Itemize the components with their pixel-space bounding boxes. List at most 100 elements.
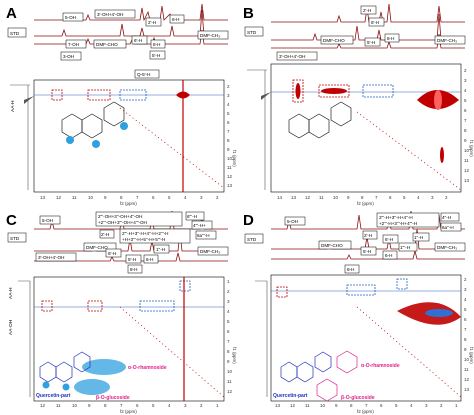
- panel-c-box-3oh4oh: 3'-OH+4'-OH: [38, 255, 64, 260]
- panel-b-ytick-10: 12: [464, 168, 470, 173]
- panel-b-ytick-8: 10: [464, 148, 470, 153]
- panel-a-xtick-11: 2: [216, 195, 219, 200]
- panel-c-aa-h-label: AA-H: [8, 287, 14, 299]
- panel-c-xtick-8: 4: [168, 403, 171, 408]
- panel-d-ytick-3: 5: [464, 307, 467, 312]
- panel-a-boxes: 5-OH 3'-OH+4'-OH 2'-H 6-H 7-OH DMF-CHO 6…: [60, 9, 229, 79]
- panel-a-xtick-2: 11: [72, 195, 77, 200]
- panel-c-xtick-9: 3: [184, 403, 187, 408]
- panel-d-boxes: 5-OH 2'''-H+3''-H+4''-H +2'''-H+3'''-H+4…: [284, 212, 466, 274]
- panel-d-box-1h2: 1''-H: [414, 235, 423, 240]
- panel-d-box-6prime-h: 6'-H: [385, 237, 393, 242]
- panel-d: D 5-OH 2'''-H+3''-H+4''-H +2'''-H+3'''-H…: [237, 207, 474, 414]
- panel-d-rhamnoside-label: α-O-rhamnoside: [361, 363, 400, 369]
- panel-d-box-dmf-cho: DMF-CHO: [321, 243, 343, 248]
- panel-a-ytick-8: 10: [227, 156, 233, 161]
- panel-a-2d-frame: [33, 79, 225, 193]
- panel-d-xtick-8: 5: [395, 403, 398, 408]
- panel-d-ytick-6: 8: [464, 337, 467, 342]
- panel-a-box-6h: 6-H: [172, 17, 179, 22]
- panel-b-xtick-2: 12: [305, 195, 311, 200]
- panel-a-ytick-4: 6: [227, 120, 230, 125]
- panel-a-ytick-7: 9: [227, 147, 230, 152]
- panel-d-ytick-2: 4: [464, 297, 467, 302]
- panel-c-ytick-9: 10: [227, 369, 233, 374]
- panel-c-ylabel: f1 (ppm): [232, 347, 237, 364]
- panel-c-box-oh-a: 2'''-OH+3''-OH+4''-OH: [98, 214, 142, 219]
- panel-a-box-2h: 2'-H: [148, 20, 156, 25]
- panel-c-glucoside-label: β-O-glucoside: [96, 395, 130, 401]
- panel-d-ytick-0: 2: [464, 277, 467, 282]
- panel-a-ytick-9: 11: [227, 165, 232, 170]
- panel-c-ytick-7: 8: [227, 349, 230, 354]
- panel-c-box-dmf-cho: DMF-CHO: [86, 245, 108, 250]
- panel-b-2d-frame: [270, 63, 462, 193]
- panel-c-2d-frame: [33, 276, 225, 402]
- panel-b-xtick-11: 3: [431, 195, 434, 200]
- panel-a-box-dmf-cho: DMF-CHO: [96, 42, 118, 47]
- panel-d-2d-frame: [270, 274, 462, 402]
- panel-a-xtick-7: 6: [152, 195, 155, 200]
- panel-c-ytick-11: 12: [227, 389, 233, 394]
- panel-d-box-4h2: 4''-H: [442, 215, 451, 220]
- panel-c-label: C: [6, 212, 17, 229]
- panel-d-box-h-b: +2'''-H+3'''-H+4'''-H: [379, 221, 417, 226]
- panel-b-ytick-7: 9: [464, 138, 467, 143]
- panel-a-std-label: STD: [10, 31, 20, 36]
- panel-c-box-oh-b: +2'''-OH+3'''-OH+4'''-OH: [98, 220, 147, 225]
- panel-d-xtick-4: 9: [335, 403, 338, 408]
- panel-a: A 5-OH 3'-OH+4'-OH 2'-H 6-H 7-OH DMF-CHO…: [0, 0, 237, 207]
- panel-a-xtick-5: 8: [120, 195, 123, 200]
- panel-b-ytick-11: 13: [464, 178, 470, 183]
- panel-d-xtick-6: 7: [365, 403, 368, 408]
- panel-b-xtick-7: 7: [375, 195, 378, 200]
- panel-c-ytick-1: 2: [227, 289, 230, 294]
- panel-c-box-6h: 6-H: [146, 257, 153, 262]
- panel-a-ytick-3: 5: [227, 111, 230, 116]
- panel-c-ytick-0: 1: [227, 279, 230, 284]
- panel-a-box-dmf-ch3: DMF-CH₃: [200, 33, 220, 38]
- panel-c-box-1h2: 1''-H: [156, 247, 165, 252]
- panel-d-xtick-1: 12: [290, 403, 296, 408]
- panel-d-xtick-3: 10: [320, 403, 326, 408]
- panel-b-xlabel: f2 (ppm): [357, 201, 374, 206]
- panel-b-xtick-9: 5: [403, 195, 406, 200]
- panel-b-xtick-10: 4: [417, 195, 420, 200]
- panel-d-box-6h: 6-H: [385, 253, 392, 258]
- panel-c-rhamnoside-label: α-O-rhamnoside: [128, 365, 167, 371]
- panel-c-ytick-10: 11: [227, 379, 232, 384]
- panel-b-ytick-0: 2: [464, 68, 467, 73]
- panel-d-box-8h: 8-H: [347, 267, 354, 272]
- panel-a-box-7oh: 7-OH: [68, 42, 79, 47]
- panel-a-ytick-11: 13: [227, 183, 233, 188]
- panel-c-xtick-2: 10: [72, 403, 78, 408]
- panel-c-box-h-a: 2'''-H+3''-H+4''-H+2'''-H: [122, 231, 168, 236]
- panel-c-ytick-2: 3: [227, 299, 230, 304]
- panel-b-box-6h: 6'-H: [371, 20, 379, 25]
- panel-c-std-label: STD: [10, 236, 20, 241]
- panel-c-box-6a3: 6a'''-H: [197, 233, 210, 238]
- panel-d-box-h-a: 2'''-H+3''-H+4''-H: [379, 215, 413, 220]
- panel-d-ytick-9: 11: [464, 367, 469, 372]
- panel-b-box-dmf-cho: DMF-CHO: [323, 38, 345, 43]
- panel-c-boxes: 5-OH 2'''-OH+3''-OH+4''-OH +2'''-OH+3'''…: [35, 211, 229, 274]
- panel-d-box-5prime-h: 5'-H: [363, 249, 371, 254]
- panel-c-xtick-10: 2: [200, 403, 203, 408]
- panel-d-box-6a2: 6a''-H: [442, 225, 454, 230]
- panel-a-ytick-2: 4: [227, 102, 230, 107]
- panel-c-xtick-5: 7: [120, 403, 123, 408]
- panel-b-ylabel: f1 (ppm): [469, 140, 474, 157]
- panel-c-xtick-1: 11: [56, 403, 61, 408]
- panel-a-label: A: [6, 5, 17, 22]
- panel-c-xtick-6: 6: [136, 403, 139, 408]
- panel-c-xtick-7: 5: [152, 403, 155, 408]
- panel-a-xtick-1: 12: [56, 195, 62, 200]
- panel-d-quercetin-label: Quercetin-part: [273, 393, 308, 399]
- panel-c-box-5oh: 5-OH: [42, 218, 53, 223]
- panel-b-ytick-5: 7: [464, 118, 467, 123]
- panel-a-box-5oh: 5-OH: [65, 15, 76, 20]
- panel-b-ytick-2: 4: [464, 88, 467, 93]
- panel-c-ytick-8: 9: [227, 359, 230, 364]
- panel-c: C 5-OH 2'''-OH+3''-OH+4''-OH +2'''-OH+3'…: [0, 207, 237, 414]
- panel-b-ytick-3: 5: [464, 98, 467, 103]
